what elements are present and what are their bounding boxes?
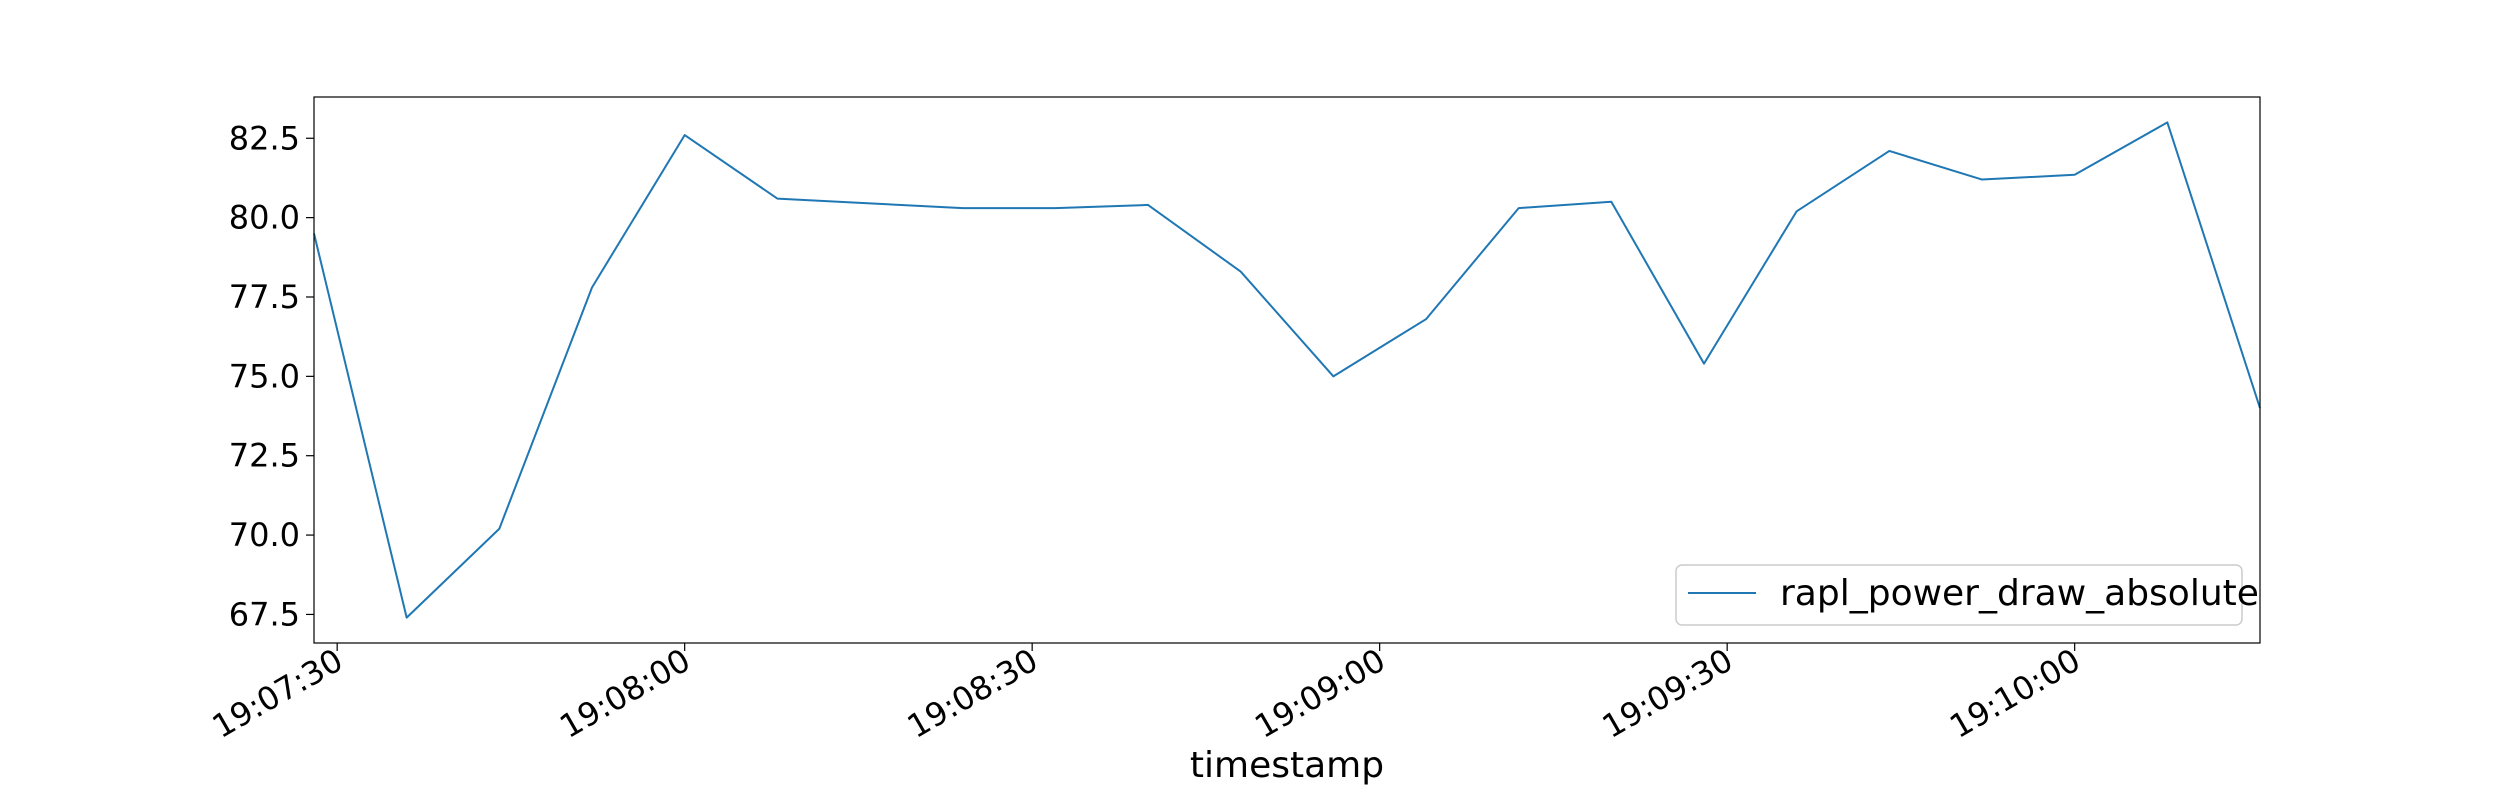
plot-area bbox=[314, 97, 2260, 643]
y-tick-label: 72.5 bbox=[229, 437, 300, 475]
y-tick-label: 80.0 bbox=[229, 199, 300, 237]
series-line-rapl_power_draw_absolute bbox=[313, 121, 2261, 619]
y-tick-label: 67.5 bbox=[229, 595, 300, 633]
x-axis-label: timestamp bbox=[1190, 745, 1384, 786]
legend-label: rapl_power_draw_absolute bbox=[1780, 573, 2259, 614]
y-tick-label: 75.0 bbox=[229, 357, 300, 395]
legend-box bbox=[1675, 564, 2243, 626]
y-axis: 67.5 70.0 72.5 75.0 77.5 80.0 82.5 bbox=[229, 119, 314, 633]
y-tick-label: 77.5 bbox=[229, 278, 300, 316]
y-tick-label: 82.5 bbox=[229, 119, 300, 157]
plot-frame bbox=[313, 96, 2261, 644]
legend: rapl_power_draw_absolute bbox=[1675, 564, 2259, 626]
y-tick-label: 70.0 bbox=[229, 516, 300, 554]
